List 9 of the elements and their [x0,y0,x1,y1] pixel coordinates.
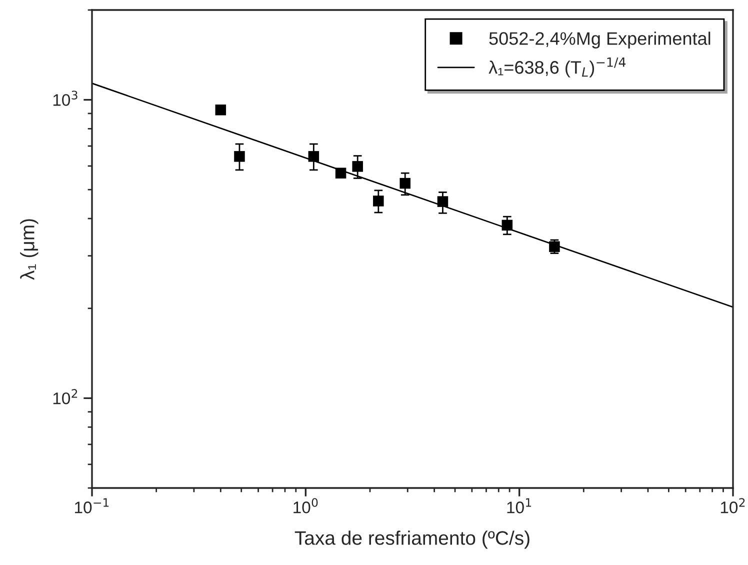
x-tick-label: 10$^{2}$ [720,498,745,514]
y-tick-label: 10$^{3}$ [53,90,78,106]
legend-label: 5052-2,4%Mg Experimental [489,32,710,48]
x-tick-label: 10$^{0}$ [294,498,318,514]
y-axis-title: λ₁ (μm) [20,219,38,280]
x-axis-title: Taxa de resfriamento (ºC/s) [294,530,530,549]
x-tick-label: 10$^{−1}$ [75,498,109,514]
legend-label: λ₁=638,6 (T$_{L}$)$^{−1/4}$ [488,58,626,78]
x-tick-label: 10$^{1}$ [507,498,532,514]
